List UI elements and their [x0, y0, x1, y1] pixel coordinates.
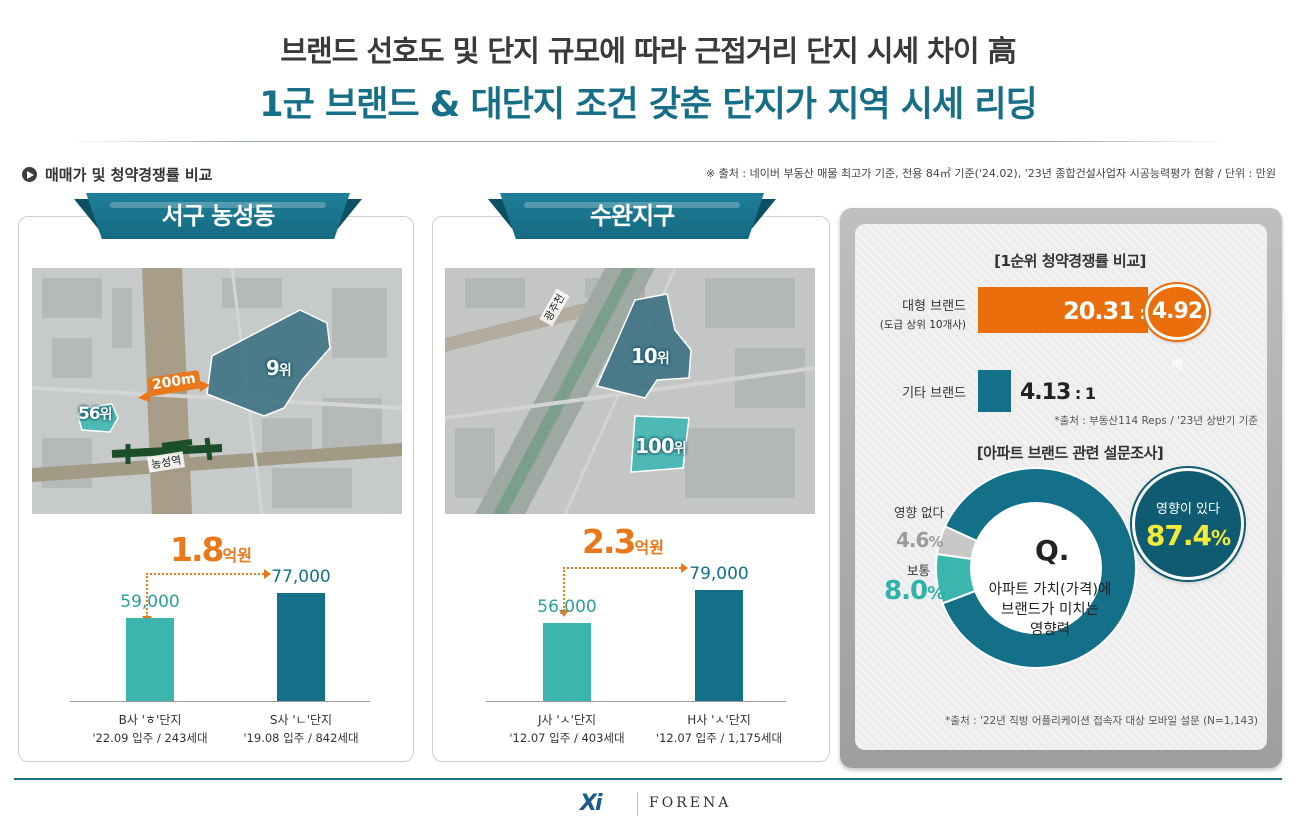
price-bar-value: 56,000: [537, 597, 597, 617]
footer-divider: [14, 778, 1282, 780]
rank-label-100: 100위: [635, 434, 687, 458]
source-note-survey: *출처 : '22년 직방 어플리케이션 접속자 대상 모바일 설문 (N=1,…: [945, 715, 1258, 727]
complex-info: '22.09 입주 / 243세대: [92, 731, 208, 745]
row-label-other-brand: 기타 브랜드: [902, 386, 966, 401]
bar-baseline-left: [70, 701, 370, 702]
price-bar-value: 59,000: [120, 592, 180, 612]
legend-none-pct: 4.6%: [896, 528, 943, 552]
diff-connector-v: [146, 573, 148, 617]
legend-none-label: 영향 없다: [894, 505, 944, 520]
row-label-large-brand: 대형 브랜드 (도급 상위 10개사): [879, 299, 966, 331]
price-diff-nongseong: 1.8억원: [170, 530, 252, 569]
legend-normal-label: 보통: [906, 563, 930, 578]
section-label-text: 매매가 및 청약경쟁률 비교: [45, 166, 213, 184]
map-suwan: 10위 100위 광주천: [445, 268, 815, 514]
diff-arrow-right-icon-2: [681, 563, 688, 573]
complex-info: '19.08 입주 / 842세대: [243, 731, 359, 745]
diff-arrow-right-icon: [264, 569, 271, 579]
price-bar-label: J사 'ㅅ'단지 '12.07 입주 / 403세대: [487, 711, 647, 747]
heading-competition: [1순위 청약경쟁률 비교]: [994, 252, 1146, 270]
price-bar: [277, 593, 325, 701]
bar-baseline-mid: [486, 701, 786, 702]
rank-label-56: 56위: [78, 404, 113, 424]
bar-other-brand: [978, 370, 1011, 412]
price-bar: [543, 623, 591, 701]
price-bar: [126, 618, 174, 701]
source-note-top: ※ 출처 : 네이버 부동산 매물 최고가 기준, 전용 84㎡ 기준('24.…: [705, 167, 1276, 180]
diff-connector-h-2: [563, 567, 681, 569]
complex-name: S사 'ㄴ'단지: [269, 713, 333, 727]
complex-info: '12.07 입주 / 1,175세대: [655, 731, 783, 745]
source-note-competition: *출처 : 부동산114 Reps / '23년 상반기 기준: [1054, 415, 1258, 427]
rank-label-10: 10위: [631, 344, 670, 368]
forena-logo: FORENA: [649, 795, 732, 811]
value-other-brand: 4.13 : 1: [1020, 380, 1096, 405]
headline-line-1: 브랜드 선호도 및 단지 규모에 따라 근접거리 단지 시세 차이 高: [280, 34, 1016, 68]
rank-label-9: 9위: [266, 356, 292, 380]
price-bar-label: B사 'ㅎ'단지 '22.09 입주 / 243세대: [70, 711, 230, 747]
price-bar: [695, 590, 743, 701]
price-diff-suwan: 2.3억원: [582, 522, 664, 561]
ratio-badge: 4.92배: [1145, 284, 1209, 371]
diff-connector-v-2: [563, 567, 565, 611]
diff-connector-h: [146, 573, 264, 575]
title-divider: [70, 141, 1226, 142]
diff-arrow-down-icon-2: [559, 610, 569, 617]
price-bar-label: S사 'ㄴ'단지 '19.08 입주 / 842세대: [221, 711, 381, 747]
survey-q-mark: Q.: [1035, 534, 1070, 567]
ribbon-nongseong: 서구 농성동: [74, 193, 362, 247]
complex-info: '12.07 입주 / 403세대: [509, 731, 625, 745]
ribbon-nongseong-label: 서구 농성동: [86, 193, 350, 239]
complex-name: B사 'ㅎ'단지: [118, 713, 182, 727]
headline-line-2: 1군 브랜드 & 대단지 조건 갖춘 단지가 지역 시세 리딩: [259, 85, 1038, 125]
survey-question: 아파트 가치(가격)에 브랜드가 미치는 영향력: [988, 582, 1112, 638]
ribbon-suwan: 수완지구: [488, 193, 776, 247]
bar-large-brand: [978, 287, 1148, 333]
price-bar-label: H사 'ㅅ'단지 '12.07 입주 / 1,175세대: [639, 711, 799, 747]
section-label: 매매가 및 청약경쟁률 비교: [22, 164, 212, 185]
badge-yes-pct: 87.4%: [1145, 519, 1231, 552]
heading-survey: [아파트 브랜드 관련 설문조사]: [976, 444, 1164, 462]
badge-yes: 영향이 있다 87.4%: [1132, 468, 1244, 580]
price-bar-value: 77,000: [271, 567, 331, 587]
play-bullet-icon: [22, 167, 37, 182]
survey-donut-chart: [935, 467, 1137, 669]
logo-separator: [637, 792, 638, 816]
badge-yes-label: 영향이 있다: [1156, 502, 1220, 517]
legend-normal-pct: 8.0%: [884, 576, 945, 606]
map-nongseong: 9위 56위 200m 농성역: [32, 268, 402, 514]
complex-name: J사 'ㅅ'단지: [537, 713, 597, 727]
price-bar-value: 79,000: [689, 564, 749, 584]
complex-name: H사 'ㅅ'단지: [687, 713, 751, 727]
ribbon-suwan-label: 수완지구: [500, 193, 764, 239]
xi-logo: Xi: [580, 791, 602, 816]
